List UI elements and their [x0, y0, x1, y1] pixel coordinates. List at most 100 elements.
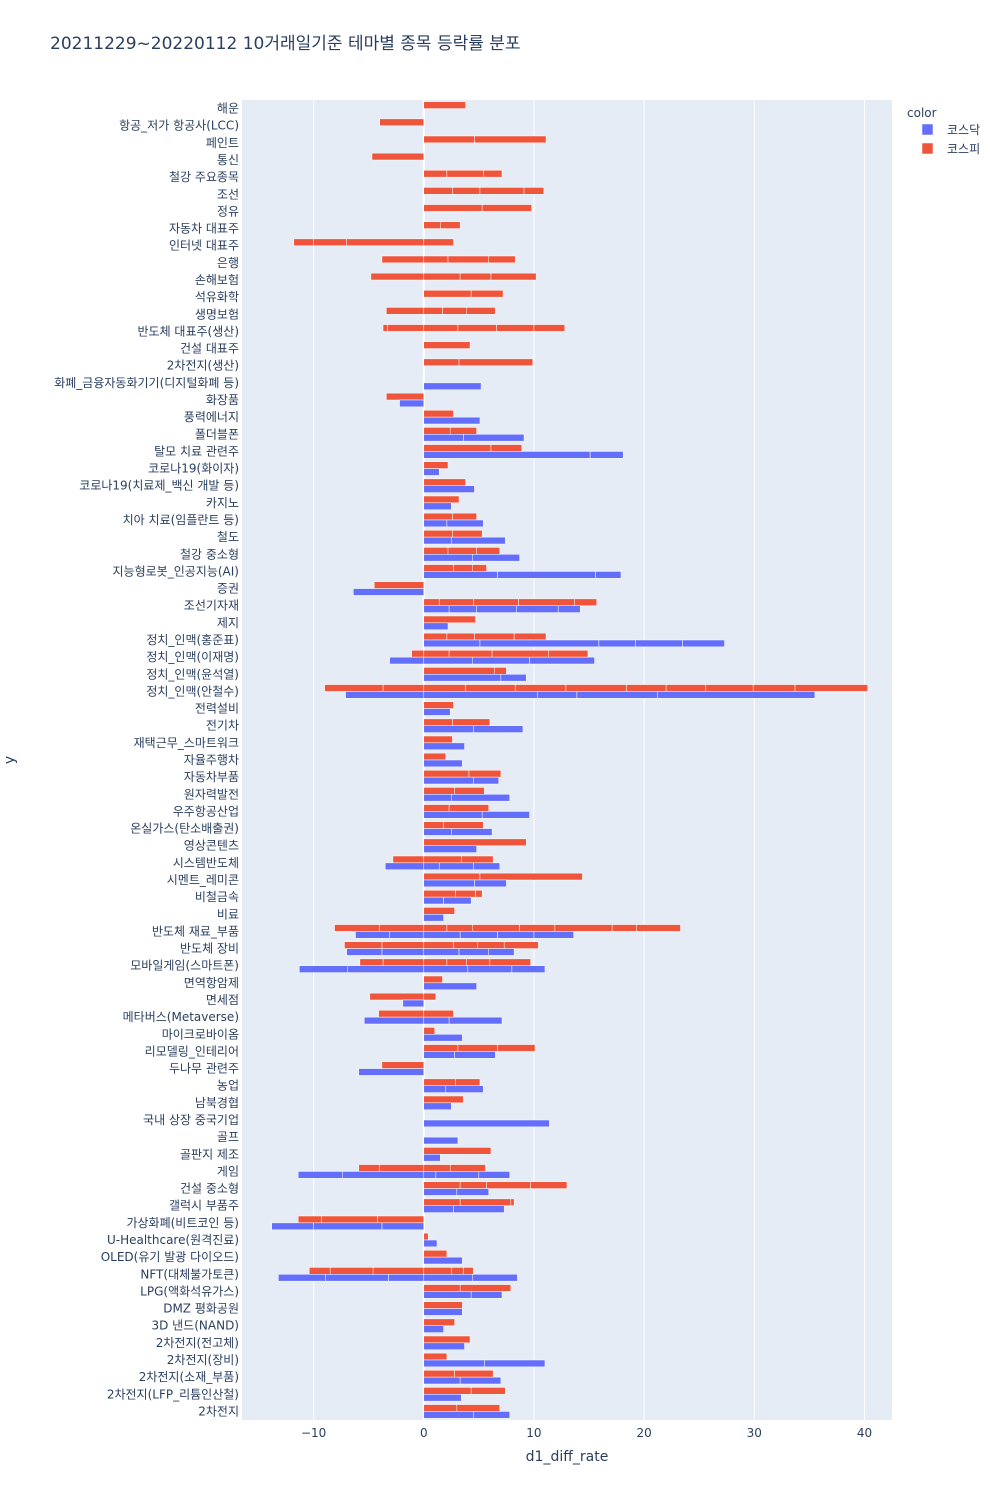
bar-segment[interactable]	[460, 855, 494, 864]
bar-segment[interactable]	[423, 204, 483, 212]
bar-segment[interactable]	[423, 650, 450, 658]
bar-segment[interactable]	[278, 1274, 326, 1282]
bar-segment[interactable]	[423, 290, 472, 298]
bar-segment[interactable]	[484, 1359, 546, 1368]
bar-segment[interactable]	[423, 416, 481, 425]
bar-segment[interactable]	[497, 1044, 536, 1052]
bar-segment[interactable]	[423, 605, 450, 613]
bar-segment[interactable]	[423, 787, 455, 795]
bar-segment[interactable]	[297, 1215, 322, 1224]
bar-segment[interactable]	[384, 862, 425, 870]
bar-segment[interactable]	[423, 1164, 451, 1172]
bar-segment[interactable]	[423, 1171, 437, 1179]
bar-segment[interactable]	[411, 650, 425, 658]
bar-segment[interactable]	[455, 1078, 481, 1086]
bar-segment[interactable]	[454, 1370, 494, 1378]
bar-segment[interactable]	[483, 170, 503, 178]
bar-segment[interactable]	[481, 204, 532, 212]
bar-segment[interactable]	[344, 941, 383, 949]
bar-segment[interactable]	[423, 1154, 441, 1162]
bar-segment[interactable]	[470, 1291, 503, 1299]
bar-segment[interactable]	[423, 1370, 455, 1378]
bar-segment[interactable]	[452, 512, 477, 521]
bar-segment[interactable]	[490, 272, 537, 281]
bar-segment[interactable]	[459, 272, 492, 281]
bar-segment[interactable]	[423, 958, 448, 966]
bar-segment[interactable]	[503, 941, 539, 949]
bar-segment[interactable]	[423, 1136, 459, 1145]
bar-segment[interactable]	[511, 965, 546, 973]
bar-segment[interactable]	[423, 879, 475, 888]
bar-segment[interactable]	[477, 941, 505, 949]
bar-segment[interactable]	[423, 982, 477, 990]
bar-segment[interactable]	[494, 667, 507, 675]
bar-segment[interactable]	[423, 1232, 429, 1241]
bar-segment[interactable]	[453, 564, 473, 572]
bar-segment[interactable]	[455, 890, 476, 898]
bar-segment[interactable]	[423, 838, 527, 846]
bar-segment[interactable]	[423, 1250, 448, 1258]
bar-segment[interactable]	[457, 324, 497, 332]
bar-segment[interactable]	[399, 399, 425, 408]
bar-segment[interactable]	[423, 495, 460, 504]
bar-segment[interactable]	[423, 434, 464, 442]
bar-segment[interactable]	[345, 691, 425, 699]
bar-segment[interactable]	[423, 382, 482, 390]
bar-segment[interactable]	[423, 718, 453, 726]
bar-segment[interactable]	[423, 468, 440, 476]
bar-segment[interactable]	[389, 656, 425, 665]
bar-segment[interactable]	[423, 735, 453, 744]
bar-segment[interactable]	[475, 890, 483, 898]
bar-segment[interactable]	[371, 152, 425, 161]
bar-segment[interactable]	[423, 1376, 461, 1385]
bar-segment[interactable]	[454, 787, 485, 795]
bar-segment[interactable]	[476, 547, 501, 555]
bar-segment[interactable]	[473, 598, 519, 606]
bar-segment[interactable]	[423, 794, 452, 802]
bar-segment[interactable]	[346, 948, 383, 956]
bar-segment[interactable]	[358, 1068, 425, 1076]
bar-segment[interactable]	[423, 931, 461, 939]
bar-segment[interactable]	[423, 759, 463, 768]
bar-segment[interactable]	[423, 1085, 447, 1093]
bar-segment[interactable]	[347, 965, 425, 973]
bar-segment[interactable]	[423, 1342, 465, 1350]
bar-segment[interactable]	[423, 1044, 459, 1052]
bar-segment[interactable]	[481, 811, 530, 819]
bar-segment[interactable]	[423, 101, 466, 109]
bar-segment[interactable]	[423, 1198, 461, 1206]
bar-segment[interactable]	[423, 1095, 464, 1104]
bar-segment[interactable]	[423, 828, 452, 836]
bar-segment[interactable]	[478, 1171, 510, 1179]
bar-segment[interactable]	[423, 547, 449, 555]
bar-segment[interactable]	[308, 1267, 331, 1275]
bar-segment[interactable]	[440, 221, 461, 229]
bar-segment[interactable]	[463, 434, 525, 442]
bar-segment[interactable]	[665, 684, 707, 692]
bar-segment[interactable]	[423, 135, 475, 144]
bar-segment[interactable]	[423, 554, 473, 562]
bar-segment[interactable]	[466, 958, 491, 966]
bar-segment[interactable]	[459, 1198, 512, 1206]
bar-segment[interactable]	[423, 1078, 456, 1086]
bar-segment[interactable]	[423, 1394, 462, 1402]
bar-segment[interactable]	[313, 238, 347, 246]
bar-segment[interactable]	[382, 958, 425, 966]
bar-segment[interactable]	[589, 451, 624, 459]
bar-segment[interactable]	[423, 776, 474, 785]
bar-segment[interactable]	[423, 1102, 452, 1110]
bar-segment[interactable]	[423, 667, 495, 675]
bar-segment[interactable]	[473, 1411, 510, 1419]
bar-segment[interactable]	[423, 896, 444, 905]
bar-segment[interactable]	[423, 1291, 472, 1299]
bar-segment[interactable]	[423, 1411, 474, 1419]
bar-segment[interactable]	[423, 485, 475, 493]
bar-segment[interactable]	[423, 272, 461, 281]
bar-segment[interactable]	[392, 855, 425, 864]
bar-segment[interactable]	[423, 639, 481, 648]
bar-segment[interactable]	[423, 307, 443, 315]
bar-segment[interactable]	[381, 948, 425, 956]
bar-segment[interactable]	[423, 1308, 463, 1316]
bar-segment[interactable]	[423, 965, 469, 973]
bar-segment[interactable]	[364, 1016, 425, 1025]
